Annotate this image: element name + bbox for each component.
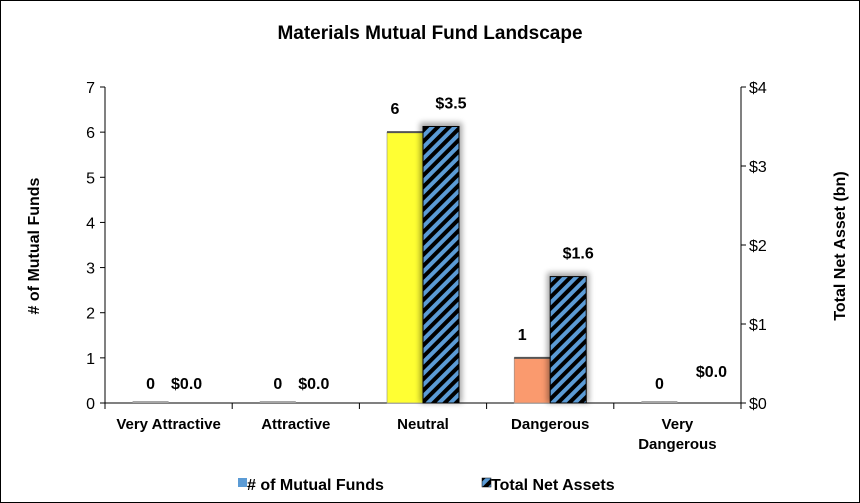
y-tick-label: 7: [86, 80, 95, 97]
legend-swatch-assets: [481, 477, 492, 488]
plot-area: 0 1 2 3 4 5 6 7 $0 $1 $2 $3 $4 Very Attractive Attract…: [86, 80, 767, 453]
x-category-label: Dangerous: [638, 436, 716, 453]
data-label-funds: 0: [273, 376, 282, 393]
y-tick-label: 2: [86, 306, 95, 323]
legend-label-assets: Total Net Assets: [491, 477, 615, 494]
chart-title: Materials Mutual Fund Landscape: [277, 23, 582, 44]
bar-funds: [513, 357, 551, 404]
y-tick-label: 0: [86, 396, 95, 413]
x-category-label: Attractive: [261, 416, 330, 433]
y2-tick-label: $0: [749, 396, 767, 413]
y-tick-label: 6: [86, 125, 95, 142]
bar-assets: [422, 126, 460, 404]
bar-funds: [132, 401, 169, 403]
y-tick-label: 3: [86, 261, 95, 278]
x-category-label: Dangerous: [511, 416, 589, 433]
y-tick-label: 5: [86, 170, 95, 187]
y2-tick-label: $2: [749, 238, 767, 255]
y2-tick-label: $4: [749, 80, 767, 97]
y-tick-label: 4: [86, 215, 95, 232]
data-label-assets: $3.5: [435, 96, 466, 113]
y2-axis-title: Total Net Asset (bn): [832, 171, 849, 320]
y-axis-title: # of Mutual Funds: [26, 177, 43, 314]
bar-funds: [386, 131, 424, 404]
bar-funds: [641, 401, 678, 403]
x-category-label: Very: [662, 416, 694, 433]
data-label-funds: 1: [518, 327, 527, 344]
y2-tick-label: $3: [749, 159, 767, 176]
data-label-assets: $0.0: [298, 376, 329, 393]
data-label-assets: $1.6: [563, 246, 594, 263]
bar-funds: [259, 401, 296, 403]
data-label-funds: 0: [146, 376, 155, 393]
x-category-label: Neutral: [397, 416, 449, 433]
x-category-label: Very Attractive: [116, 416, 221, 433]
data-label-assets: $0.0: [171, 376, 202, 393]
legend-label-funds: # of Mutual Funds: [247, 477, 384, 494]
y-tick-label: 1: [86, 351, 95, 368]
data-label-funds: 6: [391, 101, 400, 118]
data-label-assets: $0.0: [696, 364, 727, 381]
data-label-funds: 0: [655, 376, 664, 393]
legend-swatch-funds: [238, 478, 247, 487]
bar-assets: [549, 276, 587, 404]
legend: # of Mutual Funds Total Net Assets: [238, 477, 615, 494]
y2-tick-label: $1: [749, 317, 767, 334]
